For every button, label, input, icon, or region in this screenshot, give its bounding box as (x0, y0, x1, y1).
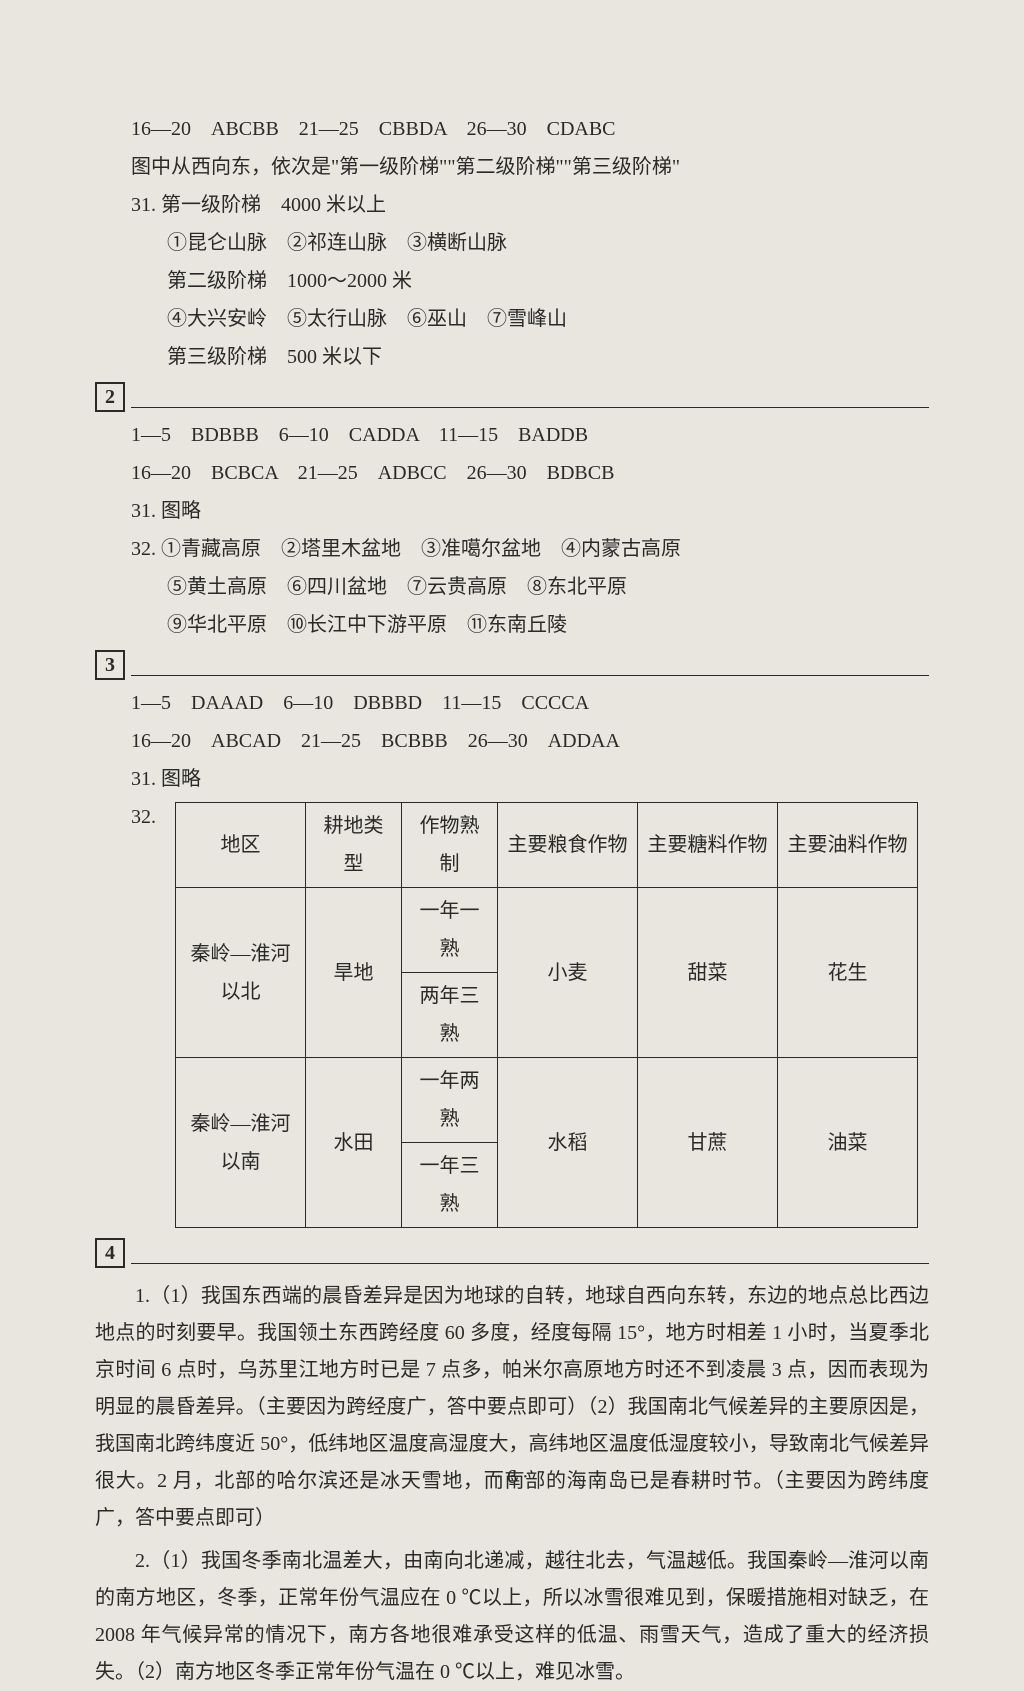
section-underline (131, 1262, 929, 1264)
text-line: 31. 第一级阶梯 4000 米以上 (95, 186, 929, 224)
table-header: 地区 (176, 803, 306, 888)
paragraph: 2.（1）我国冬季南北温差大，由南向北递减，越往北去，气温越低。我国秦岭—淮河以… (95, 1543, 929, 1691)
document-content: 16—20 ABCBB 21—25 CBBDA 26—30 CDABC 图中从西… (95, 110, 929, 1691)
table-cell: 花生 (778, 888, 918, 1058)
answer-line: 16—20 ABCAD 21—25 BCBBB 26—30 ADDAA (95, 722, 929, 760)
table-cell: 小麦 (498, 888, 638, 1058)
section-marker: 2 (95, 382, 125, 412)
text-line: 第三级阶梯 500 米以下 (95, 338, 929, 376)
table-cell: 甘蔗 (638, 1058, 778, 1228)
table-row: 秦岭—淮河以南 水田 一年两熟 水稻 甘蔗 油菜 (176, 1058, 918, 1143)
section-underline (131, 674, 929, 676)
table-header: 主要糖料作物 (638, 803, 778, 888)
section-4-header: 4 (95, 1238, 929, 1268)
table-header: 主要油料作物 (778, 803, 918, 888)
text-line: 31. 图略 (95, 492, 929, 530)
text-line: ①昆仑山脉 ②祁连山脉 ③横断山脉 (95, 224, 929, 262)
question-label: 32. (131, 798, 175, 836)
text-line: ④大兴安岭 ⑤太行山脉 ⑥巫山 ⑦雪峰山 (95, 300, 929, 338)
answer-line: 1—5 BDBBB 6—10 CADDA 11—15 BADDB (95, 416, 929, 454)
text-line: 第二级阶梯 1000～2000 米 (95, 262, 929, 300)
table-header: 主要粮食作物 (498, 803, 638, 888)
table-cell: 一年三熟 (402, 1143, 498, 1228)
page-number: · 6 · (0, 1458, 1024, 1496)
table-header: 耕地类型 (306, 803, 402, 888)
answer-line: 1—5 DAAAD 6—10 DBBBD 11—15 CCCCA (95, 684, 929, 722)
table-cell: 秦岭—淮河以南 (176, 1058, 306, 1228)
question-32-row: 32. 地区 耕地类型 作物熟制 主要粮食作物 主要糖料作物 主要油料作物 秦岭… (95, 798, 929, 1228)
table-cell: 秦岭—淮河以北 (176, 888, 306, 1058)
section-marker: 3 (95, 650, 125, 680)
table-cell: 甜菜 (638, 888, 778, 1058)
paragraph: 1.（1）我国东西端的晨昏差异是因为地球的自转，地球自西向东转，东边的地点总比西… (95, 1278, 929, 1537)
section-2-header: 2 (95, 382, 929, 412)
table-header: 作物熟制 (402, 803, 498, 888)
table-cell: 水稻 (498, 1058, 638, 1228)
table-cell: 一年两熟 (402, 1058, 498, 1143)
table-row: 秦岭—淮河以北 旱地 一年一熟 小麦 甜菜 花生 (176, 888, 918, 973)
table-cell: 旱地 (306, 888, 402, 1058)
section-3-header: 3 (95, 650, 929, 680)
table-cell: 两年三熟 (402, 973, 498, 1058)
text-line: 32. ①青藏高原 ②塔里木盆地 ③准噶尔盆地 ④内蒙古高原 (95, 530, 929, 568)
text-line: 31. 图略 (95, 760, 929, 798)
table-header-row: 地区 耕地类型 作物熟制 主要粮食作物 主要糖料作物 主要油料作物 (176, 803, 918, 888)
section-underline (131, 406, 929, 408)
agriculture-table: 地区 耕地类型 作物熟制 主要粮食作物 主要糖料作物 主要油料作物 秦岭—淮河以… (175, 802, 918, 1228)
answer-line: 16—20 ABCBB 21—25 CBBDA 26—30 CDABC (95, 110, 929, 148)
table-cell: 水田 (306, 1058, 402, 1228)
section-marker: 4 (95, 1238, 125, 1268)
text-line: 图中从西向东，依次是"第一级阶梯""第二级阶梯""第三级阶梯" (95, 148, 929, 186)
text-line: ⑨华北平原 ⑩长江中下游平原 ⑪东南丘陵 (95, 606, 929, 644)
answer-line: 16—20 BCBCA 21—25 ADBCC 26—30 BDBCB (95, 454, 929, 492)
table-cell: 油菜 (778, 1058, 918, 1228)
table-cell: 一年一熟 (402, 888, 498, 973)
text-line: ⑤黄土高原 ⑥四川盆地 ⑦云贵高原 ⑧东北平原 (95, 568, 929, 606)
